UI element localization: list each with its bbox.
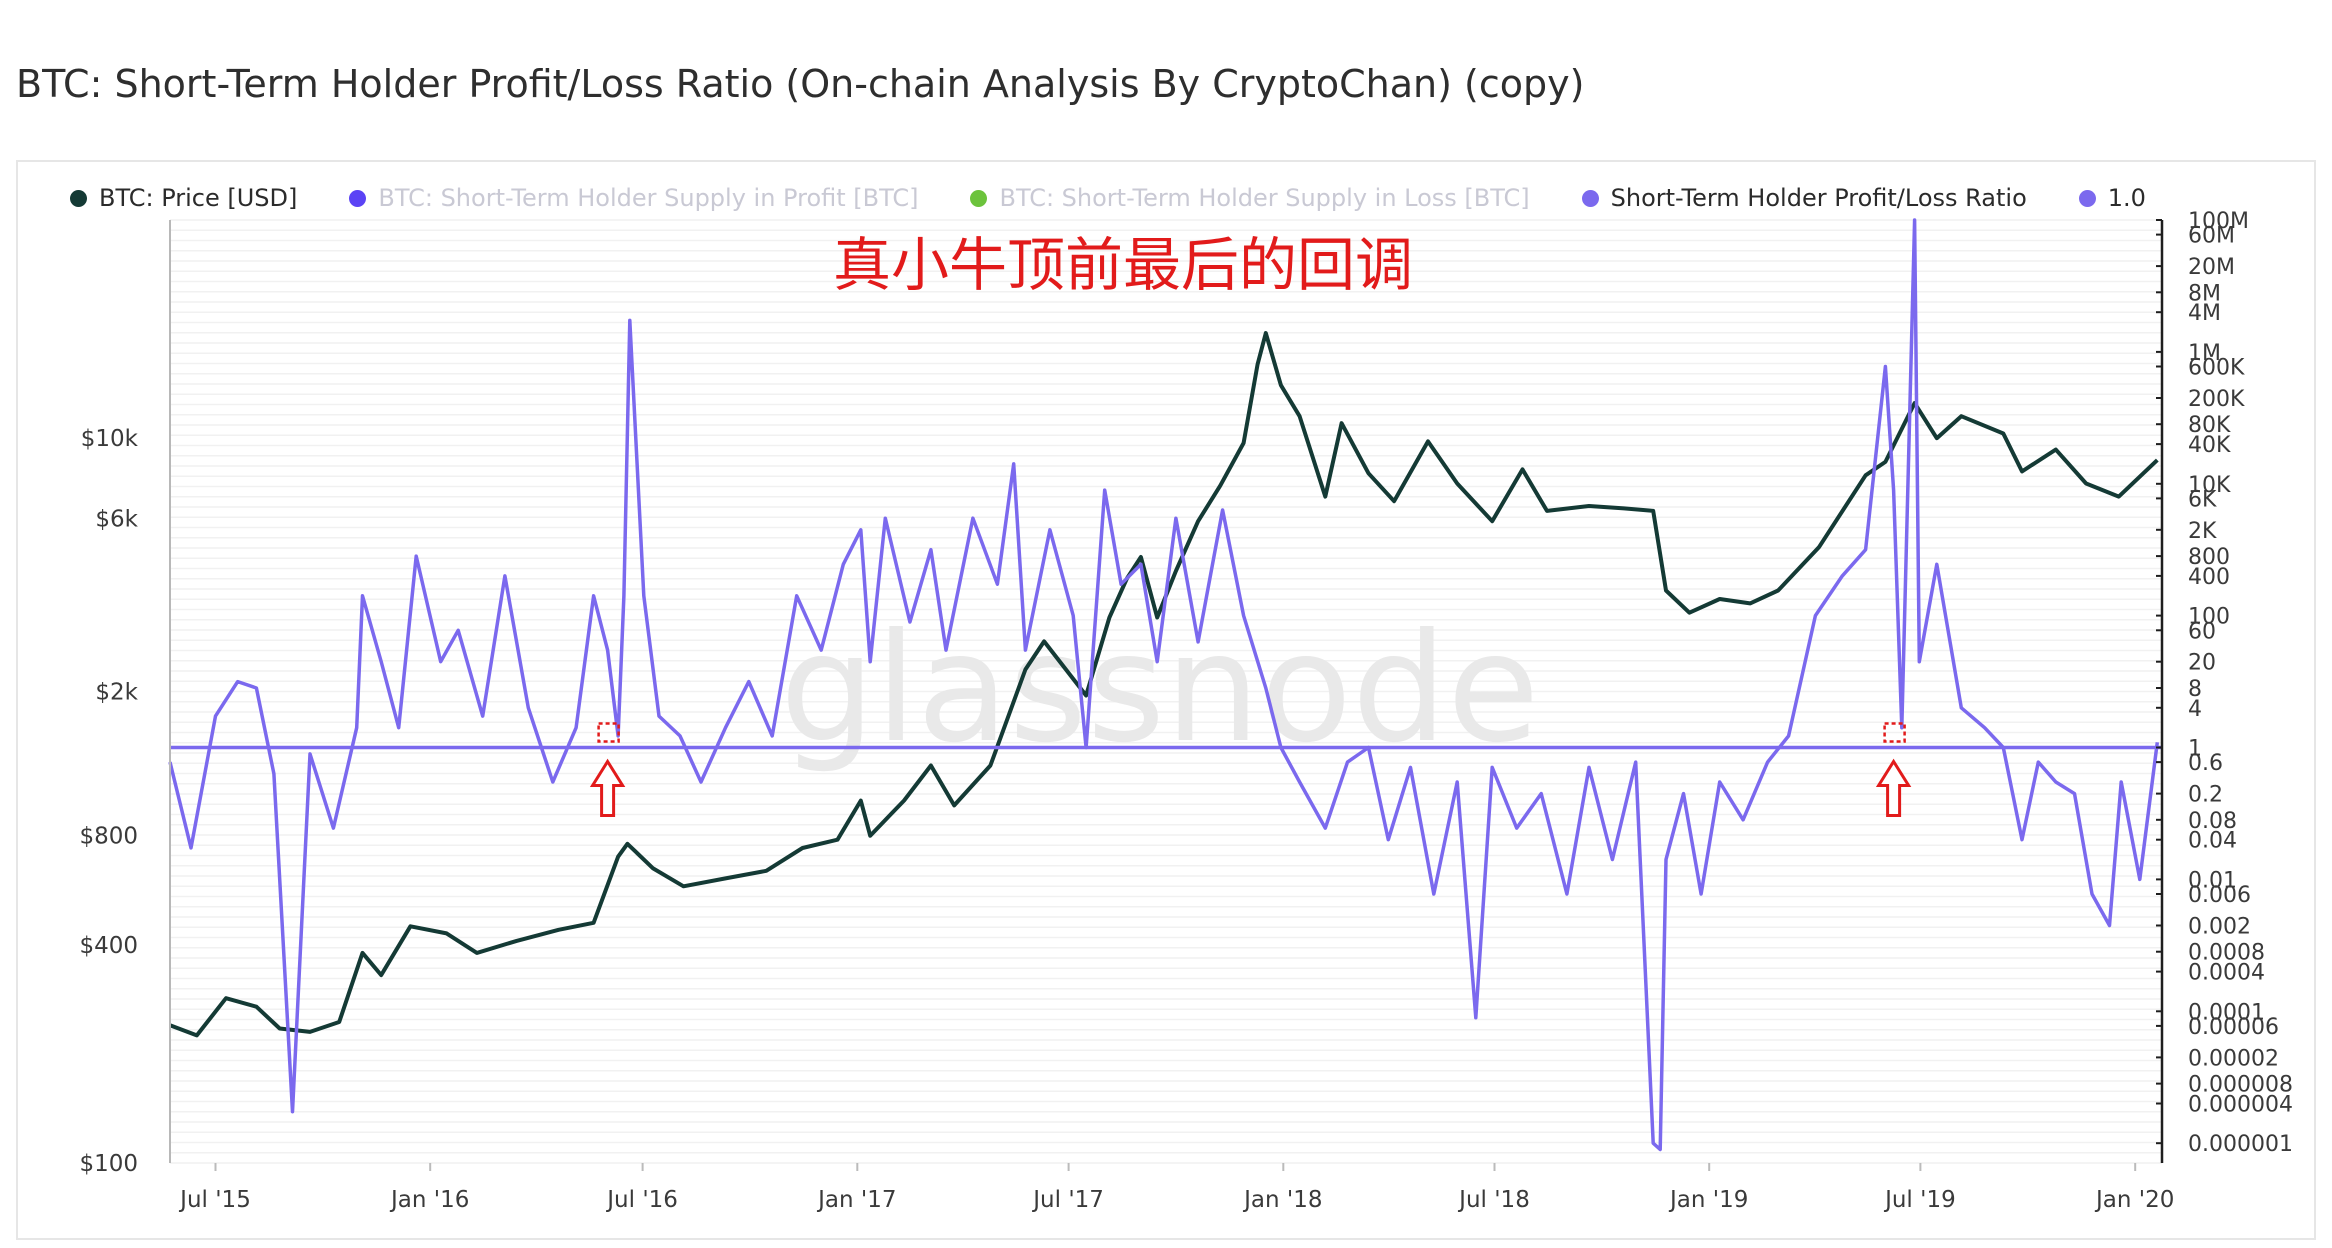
y-tick-label-right: 400 [2188, 565, 2230, 590]
legend-item-price[interactable]: BTC: Price [USD] [70, 184, 297, 212]
y-tick-label-right: 40K [2188, 433, 2231, 458]
y-tick-label-right: 200K [2188, 387, 2245, 412]
up-arrow-icon [589, 758, 626, 817]
x-tick-label: Jan '18 [1242, 1187, 1322, 1213]
y-tick-label-right: 20 [2188, 651, 2216, 676]
y-tick-label-right: 600K [2188, 356, 2245, 381]
y-tick-label-right: 0.08 [2188, 809, 2237, 834]
y-tick-label-right: 1 [2188, 737, 2202, 762]
annotation-text: 真小牛顶前最后的回调 [833, 231, 1413, 299]
y-tick-label-right: 8M [2188, 281, 2221, 306]
x-tick-label: Jul '17 [1031, 1187, 1104, 1213]
y-tick-label-right: 0.000008 [2188, 1073, 2293, 1098]
marker-group [589, 722, 1912, 817]
y-tick-label-right: 1M [2188, 341, 2221, 366]
legend-dot-icon [970, 189, 988, 207]
y-tick-label-right: 0.0004 [2188, 961, 2265, 986]
y-tick-label-right: 100 [2188, 605, 2230, 630]
legend-label: BTC: Short-Term Holder Supply in Loss [B… [999, 184, 1530, 212]
chart-title: BTC: Short-Term Holder Profit/Loss Ratio… [16, 62, 1585, 106]
y-tick-label-left: $2k [95, 680, 138, 706]
y-tick-label-right: 0.00002 [2188, 1046, 2279, 1071]
ratio-series [168, 218, 2160, 1152]
legend-dot-icon [70, 189, 87, 207]
x-tick-label: Jul '18 [1457, 1187, 1530, 1213]
legend-dot-icon [349, 189, 367, 207]
y-tick-label-right: 0.000001 [2188, 1132, 2293, 1157]
y-tick-label-right: 8 [2188, 677, 2202, 702]
y-tick-label-right: 0.006 [2188, 883, 2251, 908]
watermark: glassnode [780, 602, 1539, 776]
legend-item-ratio[interactable]: Short-Term Holder Profit/Loss Ratio [1581, 184, 2027, 212]
grid-lines [170, 219, 2162, 1164]
legend-label: BTC: Short-Term Holder Supply in Profit … [378, 184, 919, 212]
x-tick-label: Jul '16 [605, 1187, 678, 1213]
price-line [169, 331, 2159, 1038]
y-tick-label-right: 0.04 [2188, 829, 2237, 854]
x-axis-ticks: Jul '15 Jan '16 Jul '16 Jan '17 Jul '17 Jan '… [178, 1163, 2174, 1213]
legend-item-supply-loss[interactable]: BTC: Short-Term Holder Supply in Loss [B… [970, 184, 1530, 212]
axes [169, 220, 2164, 1163]
y-tick-label-right: 4M [2188, 301, 2221, 326]
y-tick-label-left: $6k [95, 507, 138, 533]
y-tick-label-left: $400 [79, 933, 138, 959]
ratio-line [168, 218, 2160, 1152]
x-tick-label: Jan '17 [816, 1187, 896, 1213]
y-tick-label-right: 80K [2188, 413, 2231, 438]
y-tick-label-right: 4 [2188, 697, 2202, 722]
legend: BTC: Price [USD] BTC: Short-Term Holder … [70, 184, 2146, 212]
legend-label: 1.0 [2107, 184, 2146, 212]
y-tick-label-right: 0.00006 [2188, 1015, 2279, 1040]
y-tick-label-right: 0.01 [2188, 868, 2237, 893]
x-tick-label: Jan '20 [2094, 1187, 2174, 1213]
y-tick-label-right: 10K [2188, 473, 2231, 498]
y-tick-label-right: 6K [2188, 487, 2217, 512]
x-tick-label: Jan '16 [389, 1187, 469, 1213]
y-tick-label-right: 0.002 [2188, 915, 2251, 940]
x-tick-label: Jul '19 [1883, 1187, 1956, 1213]
y-tick-label-right: 60M [2188, 224, 2235, 249]
marker-box [597, 722, 620, 743]
legend-item-supply-profit[interactable]: BTC: Short-Term Holder Supply in Profit … [349, 184, 918, 212]
marker-box [1883, 722, 1906, 743]
y-tick-label-left: $800 [79, 824, 138, 850]
price-series [169, 331, 2159, 1038]
y-tick-label-right: 0.0008 [2188, 941, 2265, 966]
y-tick-label-right: 2K [2188, 519, 2217, 544]
chart-frame [16, 160, 2316, 1240]
legend-dot-icon [2078, 189, 2096, 207]
y-tick-label-right: 60 [2188, 619, 2216, 644]
x-tick-label: Jul '15 [178, 1187, 251, 1213]
left-axis-ticks: $10k $6k $2k $800 $400 $100 [79, 426, 138, 1177]
legend-item-one[interactable]: 1.0 [2078, 184, 2146, 212]
up-arrow-icon [1875, 758, 1912, 817]
y-tick-label-left: $10k [81, 426, 139, 452]
y-tick-label-right: 0.2 [2188, 783, 2223, 808]
y-tick-label-left: $100 [79, 1151, 138, 1177]
legend-dot-icon [1581, 189, 1599, 207]
y-tick-label-right: 100M [2188, 209, 2249, 234]
x-tick-label: Jan '19 [1668, 1187, 1748, 1213]
y-tick-label-right: 0.6 [2188, 751, 2223, 776]
y-tick-label-right: 0.0001 [2188, 1000, 2265, 1025]
y-tick-label-right: 800 [2188, 545, 2230, 570]
y-tick-label-right: 0.000004 [2188, 1093, 2293, 1118]
y-tick-label-right: 20M [2188, 255, 2235, 280]
legend-label: Short-Term Holder Profit/Loss Ratio [1610, 184, 2027, 212]
legend-label: BTC: Price [USD] [99, 184, 298, 212]
